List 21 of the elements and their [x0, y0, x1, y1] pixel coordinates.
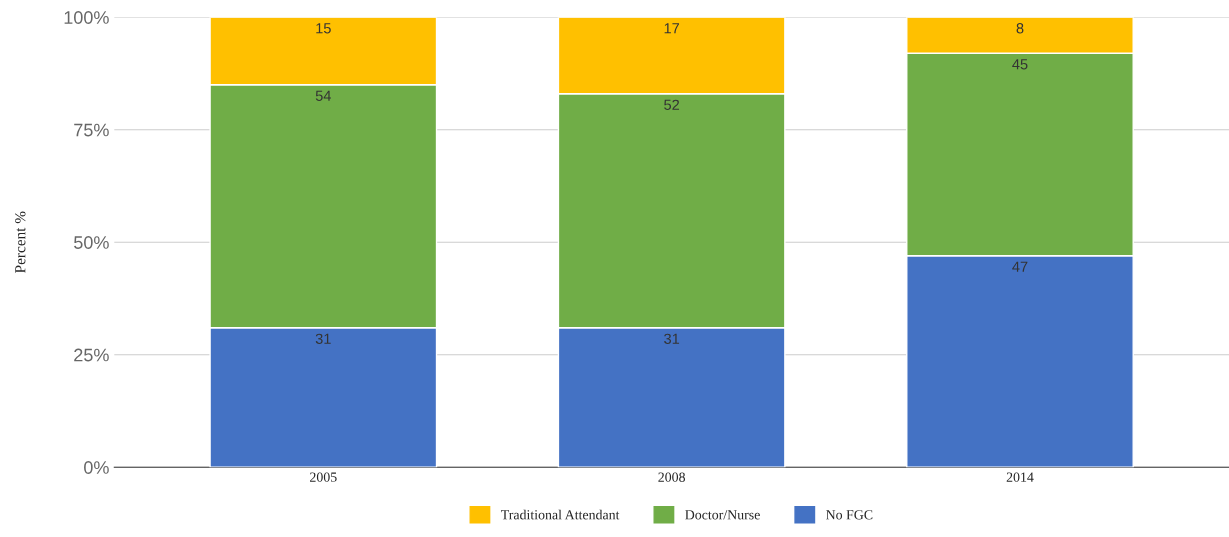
x-tick-label: 2008 — [658, 472, 686, 482]
data-label: 47 — [1012, 261, 1028, 272]
y-axis-title: Percent % — [15, 211, 26, 273]
y-tick-label: 100% — [64, 11, 109, 24]
data-label: 15 — [316, 23, 331, 34]
data-label: 17 — [664, 23, 680, 34]
x-tick-label: 2014 — [1006, 472, 1034, 482]
data-label: 8 — [1016, 23, 1024, 34]
legend-label: Doctor/Nurse — [685, 510, 760, 520]
data-label: 45 — [1012, 59, 1028, 70]
data-label: 52 — [664, 99, 680, 110]
data-label: 54 — [315, 90, 331, 101]
y-tick-label: 0% — [84, 461, 109, 474]
x-tick-label: 2005 — [310, 472, 337, 482]
y-tick-label: 75% — [74, 123, 109, 137]
y-tick-label: 25% — [74, 348, 109, 362]
legend-label: No FGC — [826, 510, 873, 520]
data-label: 31 — [664, 333, 680, 344]
legend-label: Traditional Attendant — [501, 509, 620, 520]
y-tick-label: 50% — [74, 236, 109, 249]
data-label: 31 — [315, 333, 331, 344]
